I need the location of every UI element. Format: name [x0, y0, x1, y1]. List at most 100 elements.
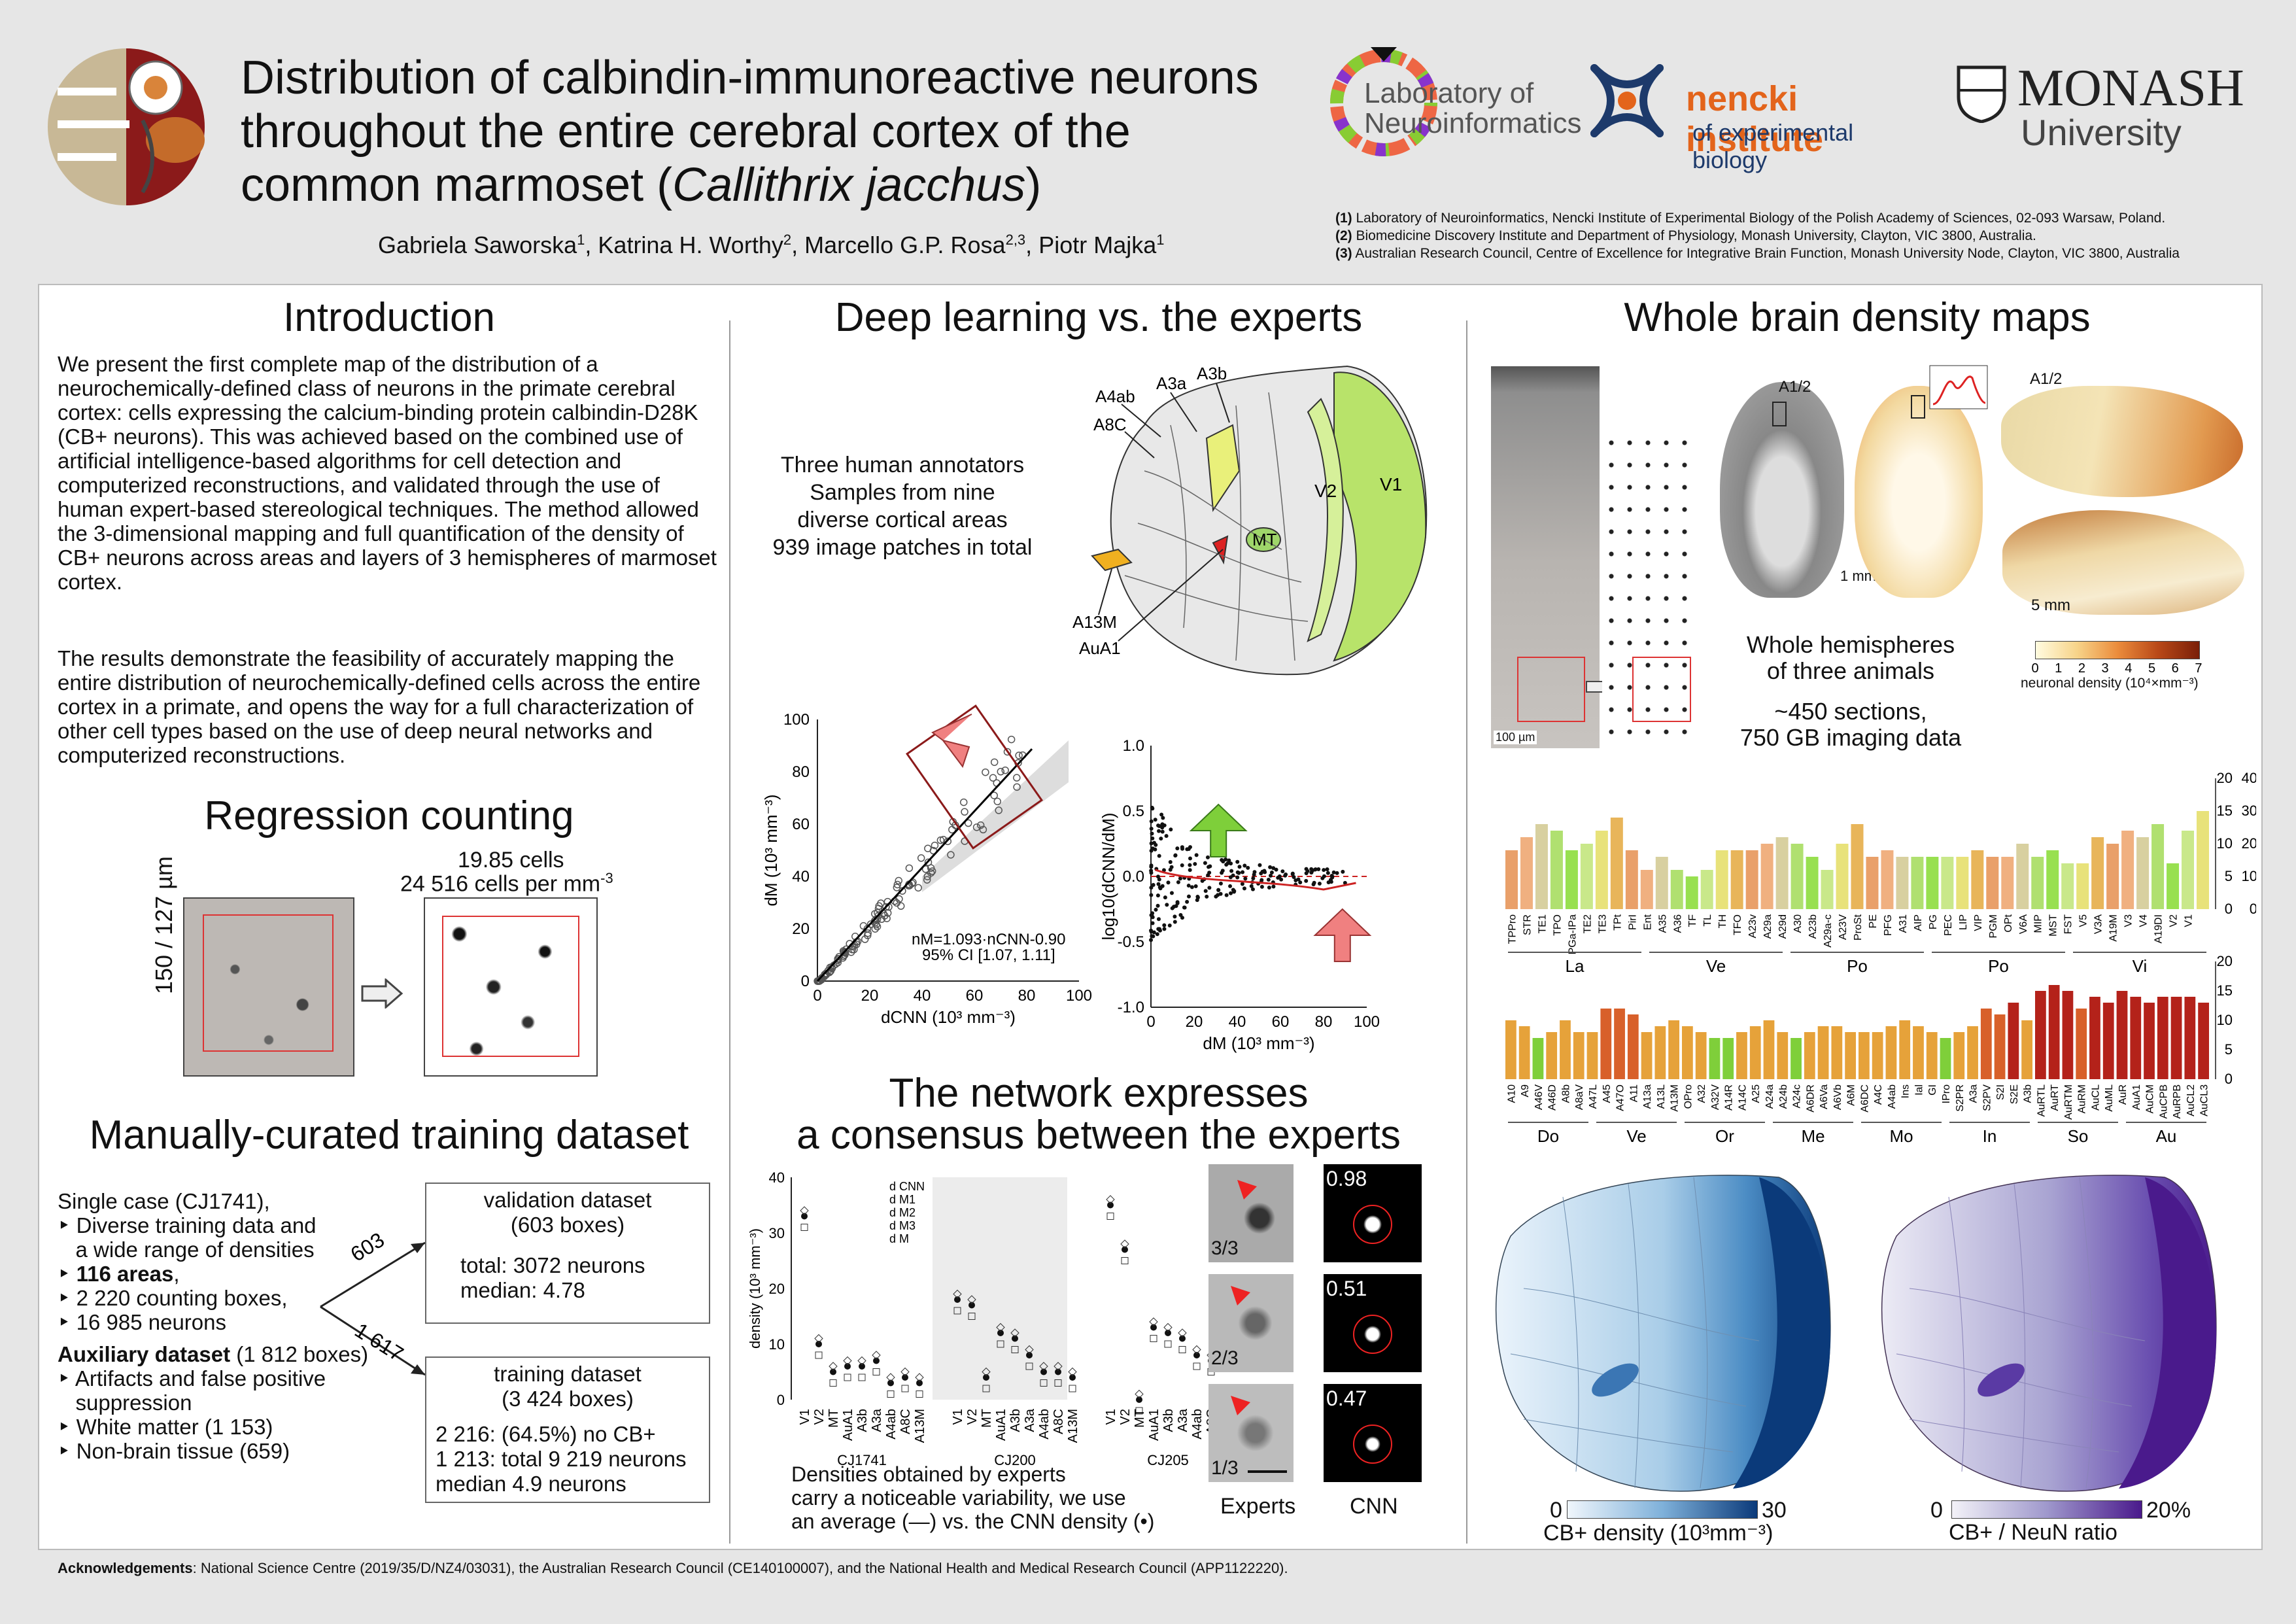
expert-point — [886, 1373, 895, 1382]
category-label: A11 — [1628, 1084, 1639, 1102]
data-point — [1149, 819, 1154, 823]
x-tick-label: A13M — [913, 1409, 927, 1443]
neun-max: 20% — [2146, 1498, 2191, 1523]
category-label: AuCL — [2090, 1084, 2101, 1111]
data-point — [995, 806, 1002, 814]
group-label: Me — [1801, 1126, 1825, 1146]
expert-point — [1025, 1362, 1033, 1370]
y-axis-label: CB⁺ (10³ mm⁻³) — [2253, 793, 2256, 895]
category-label: S2PV — [1981, 1084, 1993, 1111]
bar — [1573, 1032, 1585, 1079]
data-point — [871, 925, 880, 933]
bar — [2062, 991, 2074, 1079]
data-point — [1172, 905, 1176, 909]
group-label: Mo — [1889, 1126, 1913, 1146]
cnn-point — [859, 1363, 865, 1370]
bar — [1953, 1032, 1965, 1079]
bar — [1655, 857, 1668, 909]
cnn-point — [968, 1302, 975, 1309]
bar — [1595, 831, 1608, 909]
group-label: Au — [2156, 1126, 2177, 1146]
regression-heading: Regression counting — [204, 793, 574, 838]
data-point — [1015, 752, 1023, 759]
bar — [1994, 1014, 2006, 1079]
data-point — [1207, 865, 1211, 869]
bar — [1730, 850, 1743, 909]
data-point — [1180, 863, 1184, 867]
x-tick-label: 100 — [1354, 1013, 1380, 1031]
data-point — [1185, 847, 1190, 852]
data-point — [1329, 874, 1334, 878]
data-point — [1149, 869, 1154, 873]
data-point — [1188, 856, 1192, 861]
category-label: S2E — [2009, 1084, 2020, 1104]
group-label: Ve — [1706, 956, 1726, 976]
x-tick-label: A13M — [1066, 1409, 1080, 1443]
density-section — [1855, 386, 1983, 598]
density-colorbar — [2035, 641, 2200, 659]
data-point — [961, 808, 968, 816]
data-point — [1159, 812, 1164, 817]
data-point — [1218, 881, 1223, 886]
data-point — [1185, 899, 1190, 904]
data-point — [1331, 870, 1336, 874]
data-point — [1335, 871, 1339, 875]
bar — [1851, 824, 1864, 909]
cnn-point — [815, 1341, 822, 1347]
data-point — [936, 836, 945, 844]
legend-entry: d M1 — [889, 1193, 916, 1206]
category-label: AuRM — [2077, 1084, 2088, 1113]
colorbar-tick: 6 — [2172, 661, 2179, 676]
data-point — [1162, 923, 1167, 927]
category-label: A47O — [1615, 1084, 1626, 1111]
expert-point — [1068, 1367, 1077, 1377]
expert-point — [843, 1356, 852, 1366]
data-point — [1252, 872, 1256, 877]
x-tick-label: AuA1 — [994, 1409, 1008, 1441]
bar — [2016, 844, 2029, 909]
bar — [1777, 1032, 1789, 1079]
data-point — [1274, 867, 1278, 872]
data-point — [1149, 886, 1154, 890]
category-label: A6DR — [1805, 1084, 1816, 1113]
y2-tick-label: 30 — [2242, 803, 2256, 819]
x-axis-label: dM (10³ mm⁻³) — [1203, 1033, 1314, 1053]
data-point — [1152, 930, 1156, 935]
cnn-point — [1193, 1352, 1200, 1358]
data-point — [1153, 818, 1157, 822]
svg-text:A8C: A8C — [1093, 415, 1127, 434]
bar — [2136, 837, 2150, 909]
data-point — [931, 841, 939, 850]
data-point — [947, 851, 955, 859]
group-label: Do — [1537, 1126, 1559, 1146]
category-label: A47L — [1588, 1084, 1599, 1109]
case-label: CJ1741 — [837, 1452, 887, 1465]
category-label: A13L — [1656, 1084, 1667, 1109]
data-point — [1280, 869, 1285, 874]
bar — [1911, 857, 1924, 909]
column-divider — [1466, 320, 1467, 1544]
data-point — [1229, 891, 1233, 895]
bar — [1859, 1032, 1870, 1079]
x-tick-label: V1 — [798, 1409, 812, 1425]
data-point — [1150, 831, 1154, 836]
data-point — [1160, 822, 1165, 827]
category-label: TPt — [1612, 914, 1623, 930]
a12-label-2: A1/2 — [2030, 370, 2063, 388]
data-point — [1228, 875, 1233, 880]
data-point — [1240, 882, 1244, 886]
bar — [1546, 1032, 1558, 1079]
category-label: A3b — [2023, 1084, 2034, 1103]
legend-entry: d CNN — [889, 1180, 925, 1193]
category-label: A36 — [1672, 914, 1683, 933]
category-label: A29a — [1762, 914, 1773, 939]
data-point — [1173, 914, 1177, 919]
bar — [1614, 1009, 1625, 1079]
x-tick-label: A3b — [855, 1409, 870, 1432]
x-tick-label: A3a — [870, 1408, 884, 1432]
category-label: PEC — [1943, 914, 1954, 936]
expert-point — [1106, 1213, 1114, 1220]
category-label: S2PR — [1955, 1084, 1966, 1112]
data-point — [1329, 880, 1333, 884]
data-point — [1013, 783, 1021, 791]
